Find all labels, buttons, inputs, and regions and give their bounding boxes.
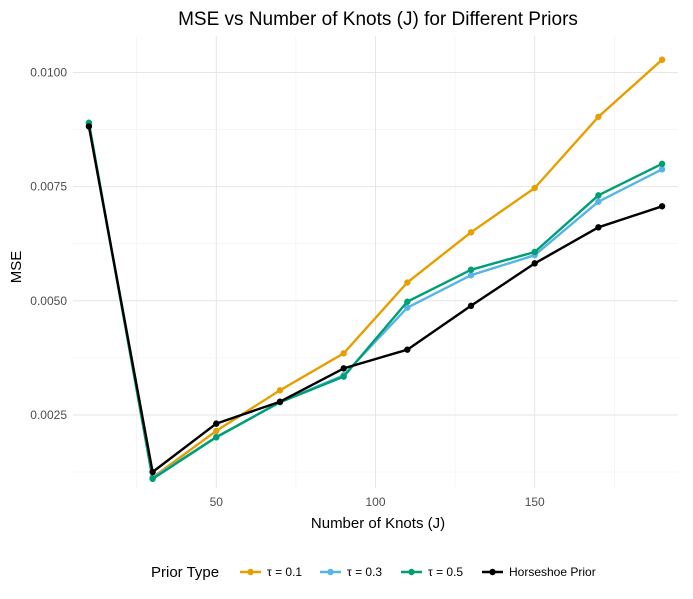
x-tick-label: 150 [525, 495, 545, 509]
data-point [213, 434, 220, 441]
series-4 [85, 123, 666, 476]
grid [73, 36, 678, 488]
legend-label: Horseshoe Prior [509, 565, 596, 579]
legend-label: τ = 0.3 [347, 565, 382, 579]
data-point [404, 279, 411, 286]
data-point [531, 248, 538, 256]
legend-key-point [247, 568, 254, 576]
legend-entry: τ = 0.3 [320, 565, 382, 579]
legend-key-point [327, 568, 334, 576]
data-point [595, 198, 602, 205]
data-point [467, 272, 475, 279]
data-point [404, 346, 411, 353]
legend-title: Prior Type [151, 564, 219, 581]
legend-label: τ = 0.5 [428, 565, 463, 579]
series-line [87, 122, 663, 481]
data-point [658, 203, 666, 210]
data-point [467, 266, 475, 273]
data-point [340, 350, 347, 357]
x-axis-title: Number of Knots (J) [311, 515, 445, 532]
data-point [595, 192, 602, 199]
data-point [213, 420, 220, 427]
data-point [149, 475, 156, 483]
data-point [658, 56, 666, 63]
data-point [467, 302, 475, 310]
legend-entry: Horseshoe Prior [482, 565, 596, 579]
data-point [595, 113, 602, 121]
legend: Prior Type τ = 0.1 τ = 0.3 τ = 0.5 Horsesho… [151, 564, 596, 581]
x-axis-ticks: 50 100 150 [210, 495, 545, 509]
series-3 [85, 119, 666, 483]
data-point [213, 427, 220, 435]
legend-entry: τ = 0.1 [240, 565, 302, 579]
x-tick-label: 50 [210, 495, 224, 509]
y-axis-title: MSE [8, 251, 25, 284]
data-point [340, 373, 347, 380]
data-point [404, 304, 411, 311]
chart-title: MSE vs Number of Knots (J) for Different… [178, 9, 578, 30]
legend-key-point [489, 568, 496, 576]
y-tick-label: 0.0025 [30, 408, 67, 422]
series-layer [85, 56, 666, 483]
data-point [658, 160, 666, 168]
data-point [149, 468, 156, 476]
data-point [531, 184, 538, 192]
y-tick-label: 0.0075 [30, 180, 67, 194]
data-point [340, 365, 347, 372]
data-point [276, 398, 284, 405]
data-point [531, 260, 538, 267]
x-tick-label: 100 [365, 495, 385, 509]
data-point [467, 229, 475, 236]
y-tick-label: 0.0100 [30, 66, 67, 80]
y-tick-label: 0.0050 [30, 294, 67, 308]
data-point [595, 224, 602, 231]
series-line [87, 126, 663, 474]
data-point [276, 387, 284, 394]
legend-entry: τ = 0.5 [401, 565, 463, 579]
data-point [658, 166, 666, 173]
series-line [87, 58, 663, 479]
data-point [404, 298, 411, 305]
legend-label: τ = 0.1 [267, 565, 302, 579]
y-axis-ticks: 0.0025 0.0050 0.0075 0.0100 [30, 66, 67, 422]
data-point [85, 123, 93, 130]
legend-key-point [408, 568, 415, 576]
